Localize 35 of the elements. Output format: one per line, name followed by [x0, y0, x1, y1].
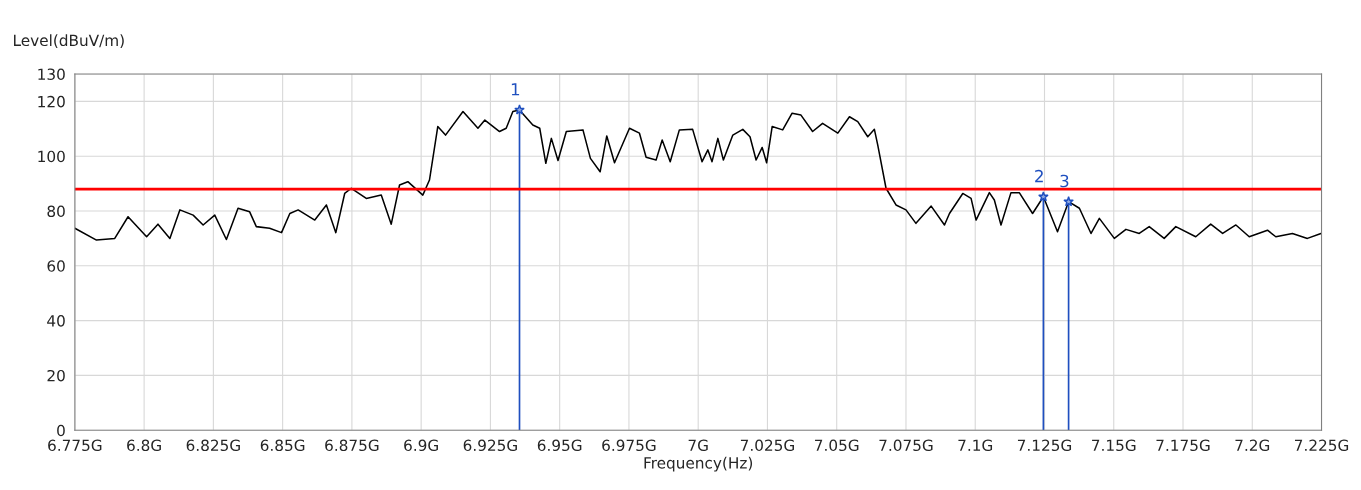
y-tick-label: 20 — [47, 369, 65, 382]
x-axis-title: Frequency(Hz) — [644, 456, 753, 472]
x-tick-label: 7.225G — [1295, 439, 1349, 452]
point — [514, 104, 525, 115]
series-label: 3 — [1060, 174, 1069, 188]
series-label: 1 — [511, 83, 520, 96]
x-tick-label: 6.825G — [186, 439, 240, 452]
x-tick-label: 6.775G — [48, 439, 102, 452]
y-tick-label: 130 — [38, 68, 65, 81]
x-tick-label: 6.85G — [260, 439, 305, 452]
series-label: 2 — [1035, 169, 1043, 183]
x-tick-label: 7G — [688, 439, 708, 452]
x-tick-label: 6.975G — [602, 439, 656, 452]
y-tick-label: 120 — [38, 95, 65, 108]
point — [1063, 196, 1074, 207]
x-tick-label: 7.1G — [958, 439, 993, 452]
y-tick-label: 80 — [47, 205, 65, 218]
y-tick-label: 0 — [57, 424, 65, 437]
x-tick-label: 6.875G — [325, 439, 379, 452]
y-tick-label: 40 — [47, 315, 65, 327]
y-axis-title: Level(dBuV/m) — [14, 34, 124, 48]
x-tick-label: 6.9G — [404, 439, 438, 452]
x-tick-label: 6.925G — [463, 439, 517, 452]
x-tick-label: 7.125G — [1017, 439, 1072, 452]
point — [1038, 191, 1049, 202]
x-tick-label: 6.8G — [127, 439, 161, 452]
x-tick-label: 6.95G — [537, 439, 582, 452]
x-tick-label: 7.025G — [740, 439, 794, 452]
x-tick-label: 7.05G — [815, 439, 859, 452]
x-tick-label: 7.075G — [879, 439, 933, 452]
y-tick-label: 100 — [38, 150, 65, 163]
x-tick-label: 7.2G — [1235, 439, 1270, 452]
y-tick-label: 60 — [47, 260, 65, 272]
x-tick-label: 7.175G — [1156, 439, 1210, 452]
x-tick-label: 7.15G — [1092, 439, 1136, 452]
